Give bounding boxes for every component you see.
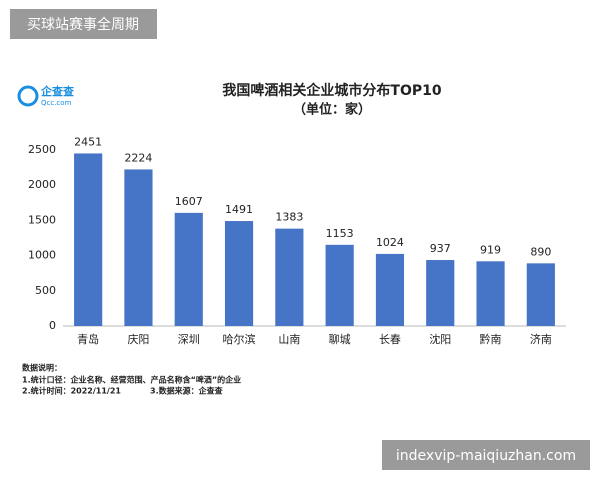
y-tick-label: 1500 <box>28 213 56 226</box>
x-tick-label: 哈尔滨 <box>223 332 256 346</box>
note: 2.统计时间：2022/11/21 <box>22 386 121 396</box>
x-tick-label: 聊城 <box>329 332 351 346</box>
x-tick-label: 青岛 <box>77 332 99 346</box>
x-tick-label: 长春 <box>379 333 401 346</box>
x-tick-label: 沈阳 <box>429 332 451 346</box>
x-tick-label: 黔南 <box>480 332 502 346</box>
chart-title: 我国啤酒相关企业城市分布TOP10 <box>222 82 441 99</box>
chart-subtitle: （单位：家） <box>293 102 371 118</box>
y-tick-label: 2500 <box>28 143 56 156</box>
note: 3.数据来源：企查查 <box>150 386 224 396</box>
note: 数据说明： <box>22 363 62 373</box>
note: 1.统计口径：企业名称、经营范围、产品名称含“啤酒”的企业 <box>22 375 241 385</box>
y-tick-label: 2000 <box>28 178 56 191</box>
value-label: 1024 <box>376 236 404 249</box>
bar <box>174 212 203 326</box>
value-label: 919 <box>480 243 501 256</box>
site-watermark: indexvip-maiqiuzhan.com <box>396 448 576 464</box>
bar <box>124 169 153 326</box>
watermark: 买球站赛事全周期 <box>27 16 139 33</box>
bar <box>426 260 455 326</box>
bar <box>526 263 555 326</box>
y-tick-label: 1000 <box>28 249 56 262</box>
value-label: 1607 <box>175 195 203 208</box>
value-label: 890 <box>530 245 551 258</box>
value-label: 937 <box>430 242 451 255</box>
bar <box>375 253 405 326</box>
x-tick-label: 庆阳 <box>127 332 149 346</box>
x-tick-label: 济南 <box>530 332 552 346</box>
bar <box>476 261 505 326</box>
y-tick-label: 0 <box>49 319 56 332</box>
bar <box>325 244 354 326</box>
logo-url: Qcc.com <box>41 99 72 107</box>
logo-name: 企查查 <box>40 84 74 98</box>
bar <box>74 153 103 326</box>
value-label: 1383 <box>275 211 303 224</box>
y-tick-label: 500 <box>35 284 56 297</box>
x-tick-label: 深圳 <box>178 333 200 346</box>
bar <box>275 228 304 326</box>
value-label: 2451 <box>74 135 102 148</box>
x-tick-label: 山南 <box>278 333 300 346</box>
value-label: 1491 <box>225 203 253 216</box>
logo-icon <box>17 85 39 107</box>
site-box <box>382 440 590 470</box>
value-label: 1153 <box>326 227 354 240</box>
watermark-box <box>10 9 157 39</box>
bar <box>224 221 254 326</box>
value-label: 2224 <box>124 151 152 164</box>
